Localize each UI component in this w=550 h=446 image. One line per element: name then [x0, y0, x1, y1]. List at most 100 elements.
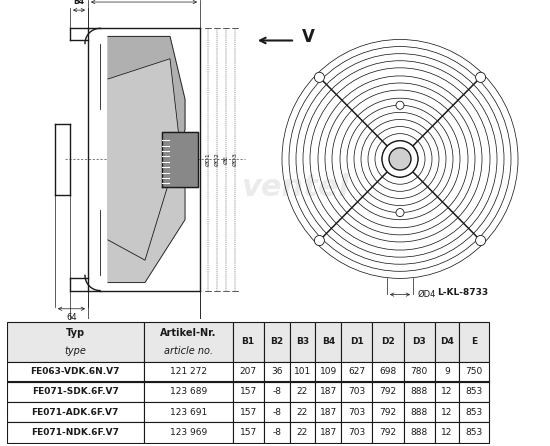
Circle shape	[315, 72, 324, 83]
Text: FE063-VDK.6N.V7: FE063-VDK.6N.V7	[30, 367, 120, 376]
Text: 792: 792	[379, 428, 397, 437]
Text: 750: 750	[465, 367, 482, 376]
Bar	[404, 382, 434, 402]
Text: B2: B2	[270, 338, 283, 347]
Text: 703: 703	[348, 388, 365, 396]
Text: -8: -8	[272, 408, 281, 417]
Bar	[341, 422, 372, 442]
Text: B3: B3	[141, 325, 152, 334]
Bar	[263, 362, 289, 382]
Bar	[372, 422, 404, 442]
Bar	[341, 362, 372, 382]
Text: B1: B1	[129, 337, 140, 346]
Text: D1: D1	[350, 338, 364, 347]
Bar	[372, 402, 404, 422]
Circle shape	[396, 209, 404, 217]
Bar	[233, 422, 263, 442]
Bar	[459, 322, 488, 362]
Text: 207: 207	[240, 367, 257, 376]
Bar	[233, 402, 263, 422]
Text: 109: 109	[320, 367, 337, 376]
Text: 698: 698	[379, 367, 397, 376]
Bar	[315, 382, 341, 402]
Bar	[144, 422, 233, 442]
Bar	[263, 422, 289, 442]
Bar	[289, 362, 315, 382]
Text: ØD3: ØD3	[233, 153, 238, 166]
Bar	[434, 362, 459, 382]
Bar	[404, 322, 434, 362]
Circle shape	[382, 141, 418, 177]
Text: B3: B3	[296, 338, 309, 347]
Text: D2: D2	[381, 338, 395, 347]
Text: type: type	[64, 346, 86, 355]
Text: D4: D4	[440, 338, 454, 347]
Polygon shape	[108, 59, 185, 282]
Text: 888: 888	[410, 388, 428, 396]
Bar	[144, 382, 233, 402]
Bar	[404, 362, 434, 382]
Text: 123 691: 123 691	[169, 408, 207, 417]
Circle shape	[476, 72, 486, 83]
Text: ØD4: ØD4	[418, 290, 436, 299]
Text: 123 689: 123 689	[169, 388, 207, 396]
Bar	[289, 402, 315, 422]
Text: 780: 780	[410, 367, 428, 376]
Bar	[341, 382, 372, 402]
Text: ØD2: ØD2	[214, 153, 219, 166]
Text: 853: 853	[465, 388, 482, 396]
Text: 12: 12	[441, 408, 453, 417]
Text: 157: 157	[239, 388, 257, 396]
Bar	[315, 422, 341, 442]
Bar	[144, 362, 233, 382]
Text: L-KL-8733: L-KL-8733	[437, 288, 488, 297]
Text: 12: 12	[441, 388, 453, 396]
Bar	[434, 402, 459, 422]
Text: Typ: Typ	[65, 328, 85, 339]
Bar	[263, 402, 289, 422]
Text: 703: 703	[348, 408, 365, 417]
Text: Artikel-Nr.: Artikel-Nr.	[160, 328, 216, 339]
Text: V: V	[302, 29, 315, 46]
Text: B1: B1	[241, 338, 255, 347]
Bar	[459, 382, 488, 402]
Text: 703: 703	[348, 428, 365, 437]
Bar	[341, 402, 372, 422]
Text: ØE: ØE	[223, 155, 228, 164]
Bar	[7, 322, 144, 362]
Text: 157: 157	[239, 428, 257, 437]
Bar	[341, 322, 372, 362]
Text: 627: 627	[348, 367, 365, 376]
Text: -8: -8	[272, 428, 281, 437]
Text: 187: 187	[320, 428, 337, 437]
Bar	[404, 402, 434, 422]
Text: 64: 64	[66, 313, 77, 322]
Text: 121 272: 121 272	[169, 367, 207, 376]
Polygon shape	[108, 37, 185, 260]
Text: 12: 12	[441, 428, 453, 437]
Text: 853: 853	[465, 428, 482, 437]
Bar	[459, 402, 488, 422]
Bar	[289, 382, 315, 402]
Text: E: E	[471, 338, 477, 347]
Bar	[233, 322, 263, 362]
Bar	[7, 422, 144, 442]
Text: 792: 792	[379, 388, 397, 396]
Bar	[7, 402, 144, 422]
Bar	[7, 362, 144, 382]
Text: 36: 36	[271, 367, 282, 376]
Text: 157: 157	[239, 408, 257, 417]
Bar	[372, 382, 404, 402]
Text: 792: 792	[379, 408, 397, 417]
Bar	[315, 322, 341, 362]
Text: 888: 888	[410, 408, 428, 417]
Bar	[144, 402, 233, 422]
Text: 22: 22	[297, 408, 308, 417]
Bar	[434, 422, 459, 442]
Bar	[263, 322, 289, 362]
Text: 187: 187	[320, 408, 337, 417]
Bar	[233, 362, 263, 382]
Circle shape	[389, 148, 411, 170]
Bar	[434, 322, 459, 362]
Text: B4: B4	[322, 338, 335, 347]
